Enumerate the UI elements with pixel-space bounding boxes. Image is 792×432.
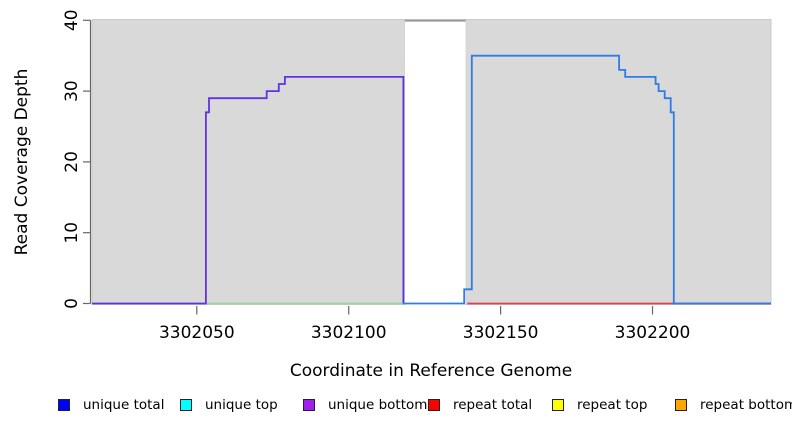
plot-legend: unique total unique top unique bottom repea… bbox=[0, 396, 792, 418]
repeat-gap bbox=[404, 19, 466, 305]
legend-label: unique bottom bbox=[328, 397, 428, 413]
coverage-plot: 0 10 20 30 40 3302050 3302100 3302150 3302200 Co… bbox=[12, 9, 772, 381]
legend-item-unique-total: unique total bbox=[58, 396, 164, 414]
y-axis-tick-label: 10 bbox=[62, 222, 82, 244]
legend-swatch-unique-bottom bbox=[303, 399, 315, 411]
legend-item-unique-bottom: unique bottom bbox=[303, 396, 427, 414]
legend-swatch-repeat-top bbox=[552, 399, 564, 411]
legend-item-unique-top: unique top bbox=[180, 396, 278, 414]
y-axis-tick-label: 20 bbox=[62, 151, 82, 173]
y-axis-tick-label: 40 bbox=[62, 9, 82, 31]
x-axis-tick-label: 3302050 bbox=[159, 323, 235, 343]
legend-label: unique total bbox=[83, 397, 165, 413]
x-axis-tick-label: 3302150 bbox=[463, 323, 539, 343]
legend-item-repeat-top: repeat top bbox=[552, 396, 647, 414]
legend-item-repeat-total: repeat total bbox=[428, 396, 532, 414]
x-axis-tick-label: 3302100 bbox=[311, 323, 387, 343]
legend-label: repeat bottom bbox=[700, 397, 792, 413]
y-axis-tick-label: 0 bbox=[62, 298, 82, 309]
legend-label: unique top bbox=[205, 397, 278, 413]
y-axis-title: Read Coverage Depth bbox=[12, 69, 32, 256]
legend-item-repeat-bottom: repeat bottom bbox=[675, 396, 792, 414]
legend-swatch-unique-total bbox=[58, 399, 70, 411]
plot-background-layer bbox=[91, 19, 772, 305]
legend-label: repeat top bbox=[577, 397, 648, 413]
series-layer bbox=[92, 54, 771, 305]
series-unique-total bbox=[403, 54, 771, 305]
legend-label: repeat total bbox=[453, 397, 533, 413]
x-axis-tick-label: 3302200 bbox=[615, 323, 691, 343]
legend-swatch-repeat-total bbox=[428, 399, 440, 411]
series-unique-bottom bbox=[92, 76, 405, 305]
y-axis-tick-label: 30 bbox=[62, 80, 82, 102]
legend-swatch-repeat-bottom bbox=[675, 399, 687, 411]
unique-region-left bbox=[91, 19, 406, 305]
legend-swatch-unique-top bbox=[180, 399, 192, 411]
axis-layer: 0 10 20 30 40 3302050 3302100 3302150 3302200 bbox=[62, 9, 690, 343]
x-axis-title: Coordinate in Reference Genome bbox=[290, 361, 572, 381]
